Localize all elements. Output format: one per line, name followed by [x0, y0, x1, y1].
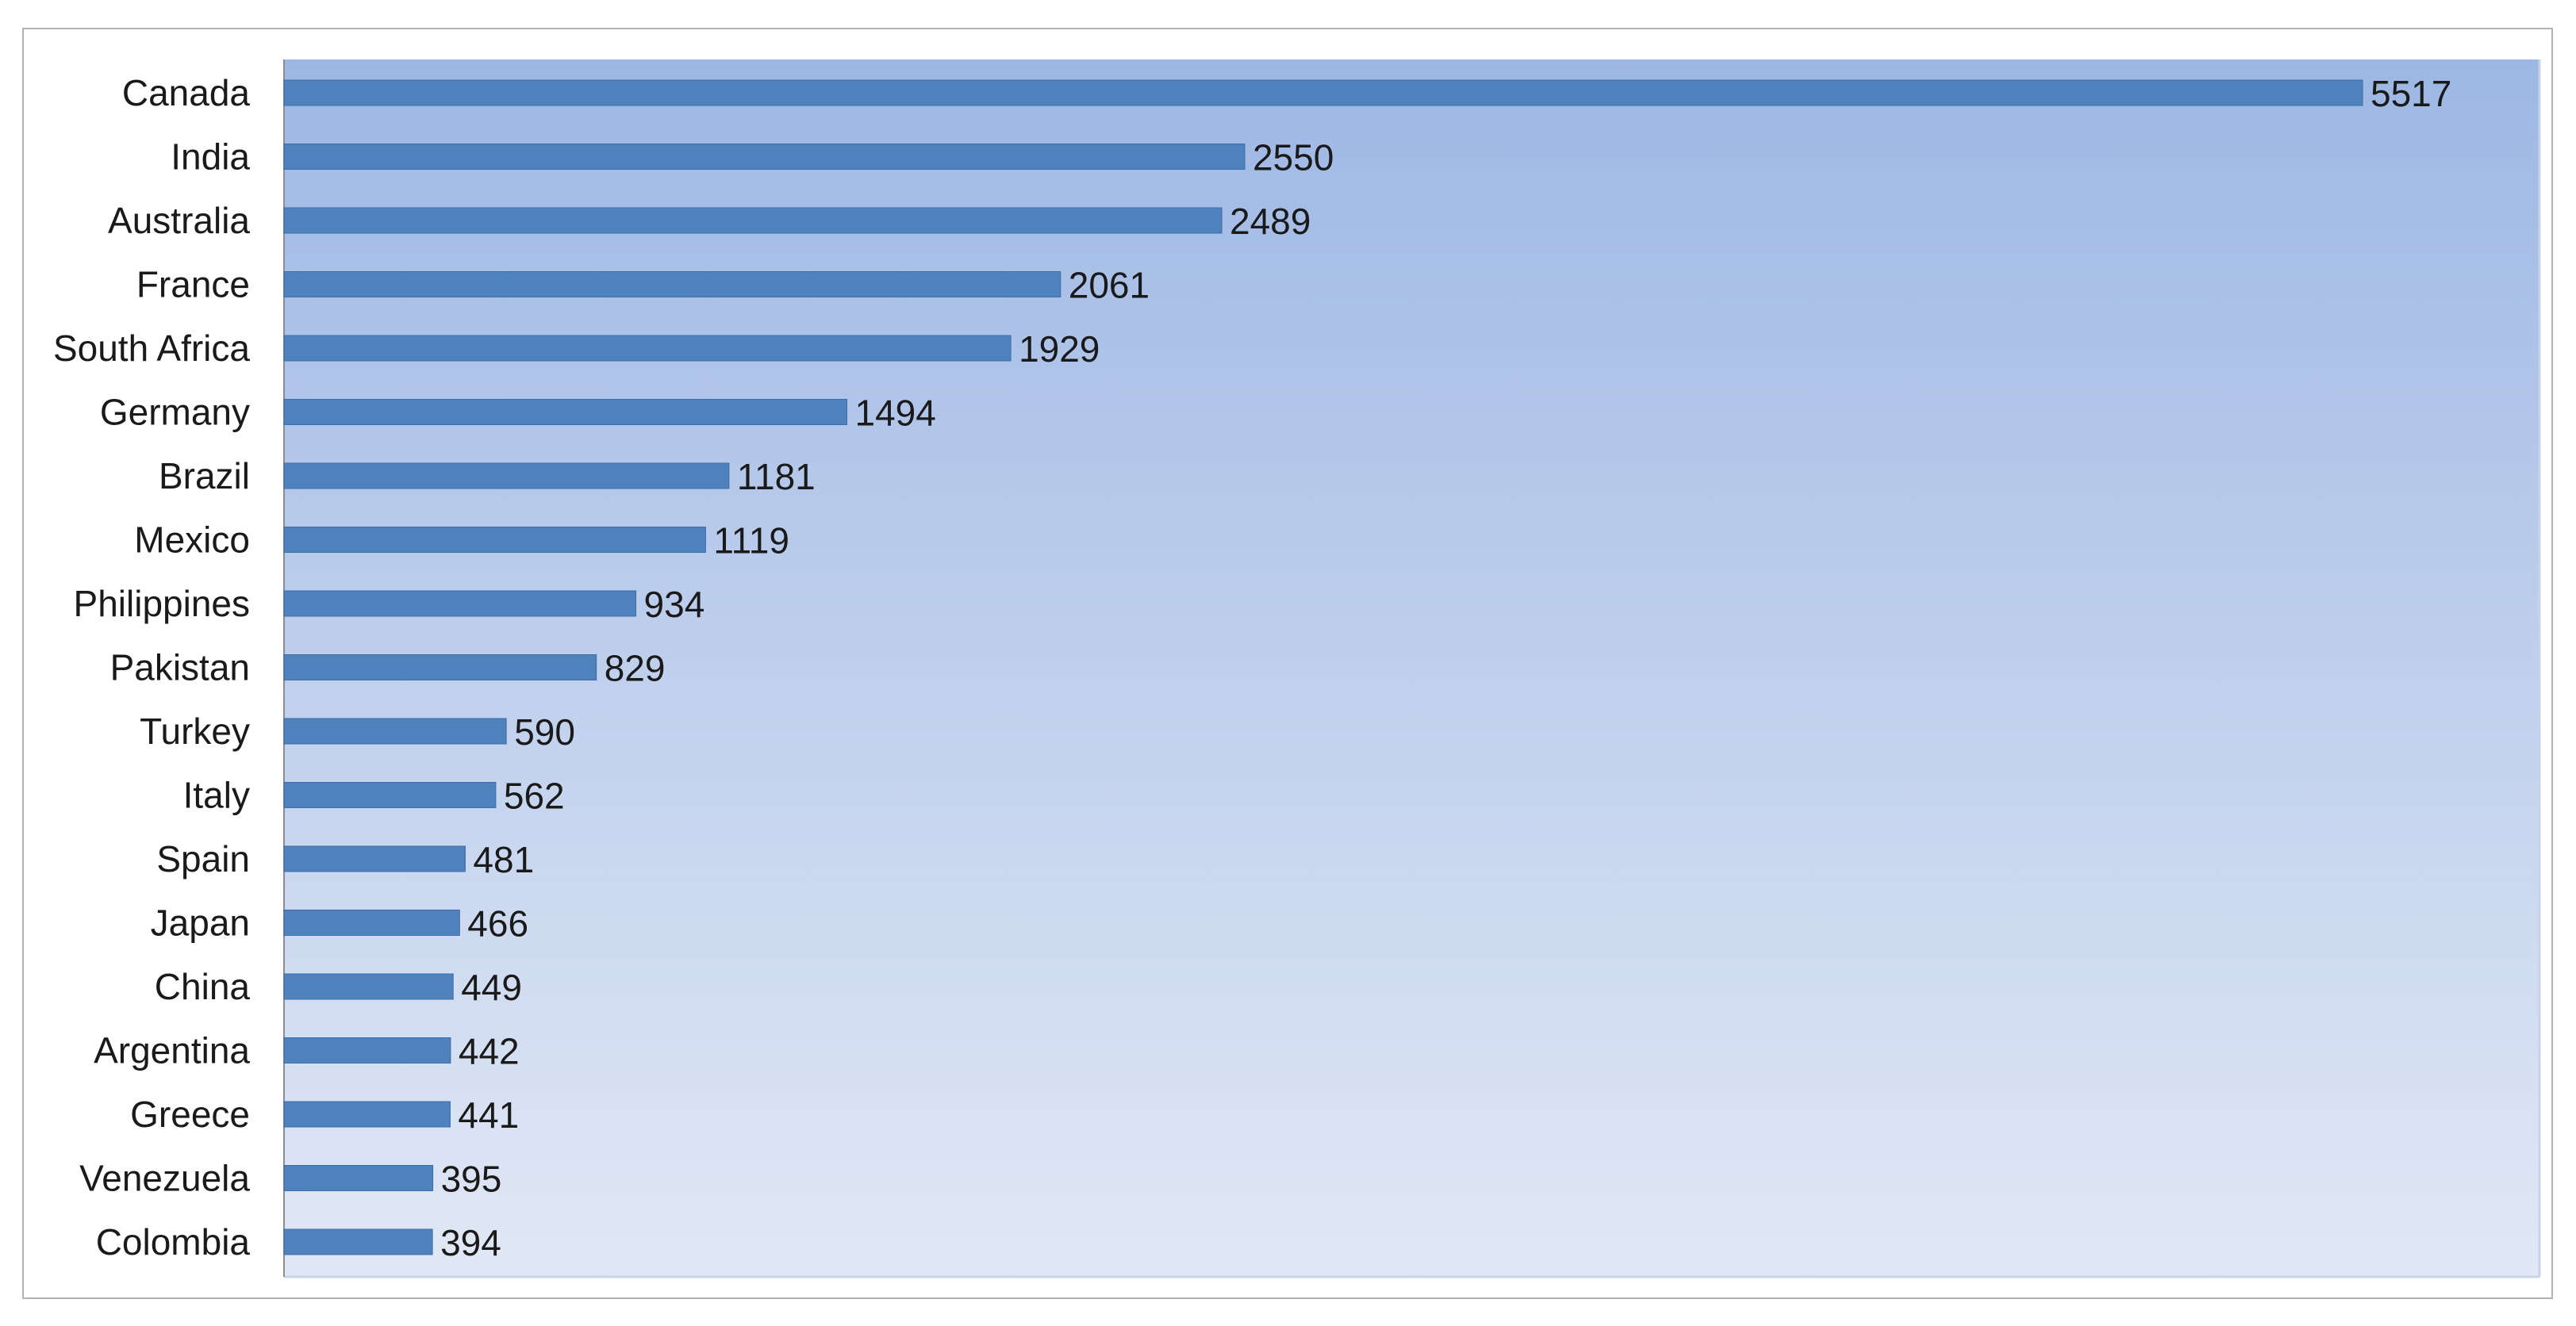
category-label-india: India: [171, 136, 250, 178]
data-label-argentina: 442: [459, 1031, 520, 1072]
bar-chart: Canada India Australia France South Africa Ge…: [53, 59, 2541, 1278]
data-label-mexico: 1119: [713, 520, 789, 561]
data-label-greece: 441: [458, 1094, 519, 1136]
category-label-south-africa: South Africa: [53, 328, 250, 369]
category-label-france: France: [136, 264, 250, 305]
category-label-italy: Italy: [183, 775, 250, 816]
category-label-canada: Canada: [122, 72, 251, 113]
bar-china: [283, 973, 454, 1000]
bar-italy: [283, 782, 497, 808]
bar-greece: [283, 1101, 451, 1128]
bar-turkey: [283, 718, 507, 745]
data-label-philippines: 934: [644, 584, 705, 625]
plot-area: [284, 59, 2540, 1277]
category-label-turkey: Turkey: [140, 711, 250, 752]
category-label-australia: Australia: [108, 200, 250, 241]
category-label-spain: Spain: [156, 838, 250, 880]
data-label-venezuela: 395: [441, 1159, 502, 1200]
category-label-greece: Greece: [130, 1094, 250, 1135]
data-label-colombia: 394: [440, 1222, 501, 1263]
bar-argentina: [283, 1037, 451, 1063]
data-label-spain: 481: [473, 839, 534, 880]
data-label-france: 2061: [1069, 265, 1150, 306]
bar-mexico: [283, 527, 706, 553]
bar-pakistan: [283, 654, 597, 680]
bars: [283, 79, 2363, 1255]
bar-canada: [283, 79, 2363, 106]
data-label-turkey: 590: [514, 711, 575, 753]
data-label-brazil: 1181: [737, 456, 816, 497]
bar-australia: [283, 207, 1223, 234]
data-label-germany: 1494: [854, 393, 935, 434]
data-label-india: 2550: [1253, 137, 1334, 178]
bar-india: [283, 144, 1246, 170]
data-label-japan: 466: [467, 903, 528, 945]
category-label-brazil: Brazil: [159, 455, 250, 496]
category-label-philippines: Philippines: [74, 583, 250, 624]
category-labels: Canada India Australia France South Africa Ge…: [53, 72, 250, 1263]
data-label-australia: 2489: [1230, 201, 1311, 242]
bar-colombia: [283, 1228, 433, 1255]
category-label-china: China: [155, 966, 251, 1007]
data-label-italy: 562: [504, 776, 565, 817]
category-label-colombia: Colombia: [96, 1221, 251, 1263]
data-label-china: 449: [461, 967, 522, 1008]
category-label-argentina: Argentina: [94, 1030, 250, 1071]
category-label-germany: Germany: [100, 392, 250, 433]
data-label-pakistan: 829: [605, 648, 666, 689]
bar-japan: [283, 910, 460, 936]
data-label-canada: 5517: [2371, 73, 2451, 114]
bar-south-africa: [283, 335, 1012, 362]
category-label-japan: Japan: [151, 903, 250, 944]
bar-germany: [283, 399, 847, 425]
bar-philippines: [283, 590, 637, 617]
data-label-south-africa: 1929: [1019, 328, 1100, 370]
category-label-mexico: Mexico: [134, 519, 250, 561]
category-label-venezuela: Venezuela: [79, 1158, 250, 1199]
bar-spain: [283, 845, 466, 872]
bar-brazil: [283, 462, 730, 489]
bar-venezuela: [283, 1165, 434, 1191]
bar-france: [283, 271, 1061, 297]
category-label-pakistan: Pakistan: [110, 647, 250, 688]
chart-frame: Canada India Australia France South Africa Ge…: [22, 28, 2553, 1299]
